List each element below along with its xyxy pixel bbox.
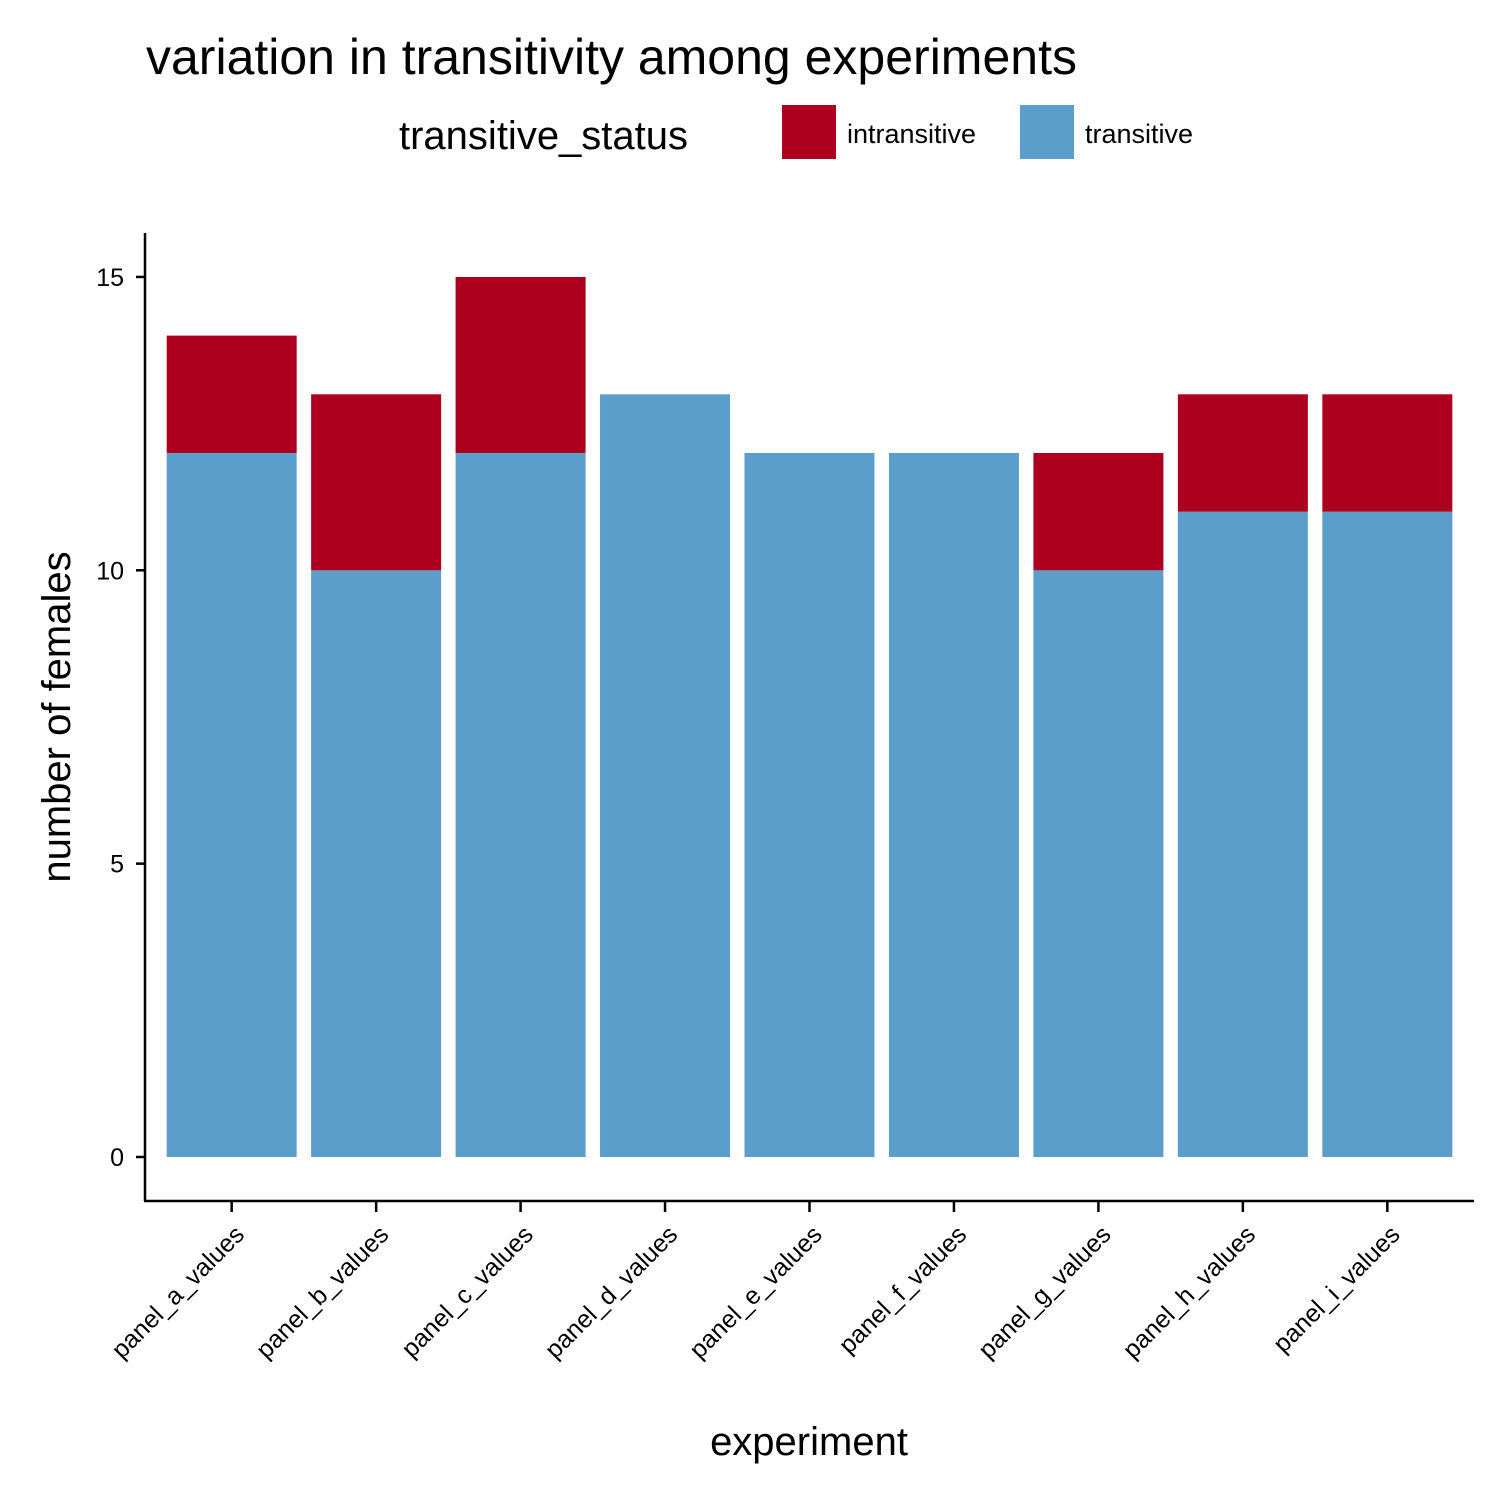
bar-transitive-panel_g_values (1033, 570, 1164, 1157)
legend-label-transitive: transitive (1085, 119, 1193, 149)
bar-transitive-panel_b_values (311, 570, 442, 1157)
x-tick-label: panel_e_values (684, 1220, 828, 1364)
bar-intransitive-panel_i_values (1322, 394, 1453, 512)
bar-intransitive-panel_h_values (1177, 394, 1308, 512)
x-axis-title: experiment (710, 1420, 908, 1464)
y-axis-ticks: 0 5 10 15 (96, 264, 145, 1172)
y-axis-title: number of females (35, 551, 79, 882)
x-tick-label: panel_f_values (834, 1220, 973, 1359)
bar-intransitive-panel_g_values (1033, 452, 1164, 571)
bar-transitive-panel_i_values (1322, 511, 1453, 1157)
x-tick-label: panel_i_values (1268, 1220, 1406, 1358)
bar-transitive-panel_h_values (1177, 511, 1308, 1157)
x-axis-ticks: panel_a_values panel_b_values panel_c_valu… (106, 1201, 1406, 1364)
x-tick-label: panel_a_values (106, 1220, 250, 1364)
y-tick-label: 10 (96, 557, 124, 585)
y-tick-label: 0 (110, 1144, 124, 1172)
legend-swatch-transitive (1020, 105, 1074, 159)
bar-intransitive-panel_c_values (455, 276, 586, 453)
y-tick-label: 5 (110, 851, 124, 879)
legend-title: transitive_status (399, 114, 688, 158)
bars-group (166, 276, 1453, 1158)
bar-intransitive-panel_a_values (166, 335, 297, 453)
bar-transitive-panel_e_values (744, 452, 875, 1158)
x-tick-label: panel_d_values (540, 1220, 684, 1364)
x-tick-label: panel_g_values (973, 1220, 1117, 1364)
legend-label-intransitive: intransitive (847, 119, 976, 149)
bar-transitive-panel_a_values (166, 452, 297, 1158)
y-tick-label: 15 (96, 264, 124, 292)
x-tick-label: panel_c_values (396, 1220, 539, 1363)
bar-intransitive-panel_b_values (311, 394, 442, 571)
bar-transitive-panel_f_values (888, 452, 1019, 1158)
x-tick-label: panel_h_values (1117, 1220, 1261, 1364)
x-tick-label: panel_b_values (251, 1220, 395, 1364)
bar-transitive-panel_c_values (455, 452, 586, 1158)
chart-title: variation in transitivity among experime… (146, 29, 1077, 85)
legend-swatch-intransitive (782, 105, 836, 159)
bar-transitive-panel_d_values (600, 394, 731, 1157)
